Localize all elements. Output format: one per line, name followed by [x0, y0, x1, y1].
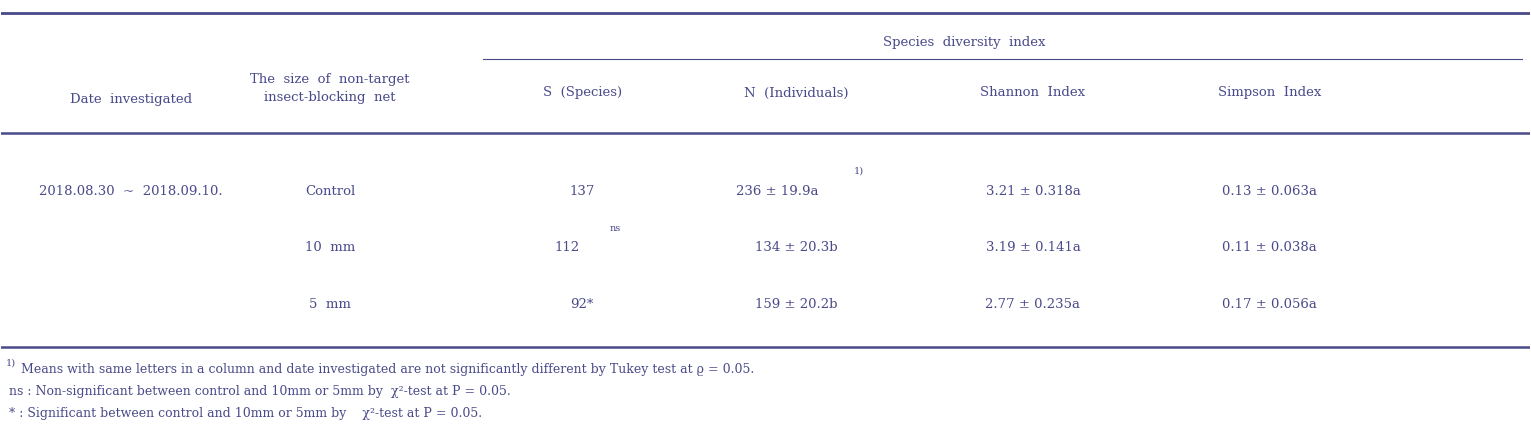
Text: Shannon  Index: Shannon Index	[980, 86, 1085, 99]
Text: 236 ± 19.9a: 236 ± 19.9a	[736, 184, 819, 197]
Text: Means with same letters in a column and date investigated are not significantly : Means with same letters in a column and …	[21, 363, 755, 376]
Text: 112: 112	[554, 241, 579, 254]
Text: 0.11 ± 0.038a: 0.11 ± 0.038a	[1222, 241, 1317, 254]
Text: * : Significant between control and 10mm or 5mm by    χ²-test at Ρ = 0.05.: * : Significant between control and 10mm…	[9, 406, 482, 419]
Text: 2.77 ± 0.235a: 2.77 ± 0.235a	[986, 297, 1081, 311]
Text: Species  diversity  index: Species diversity index	[883, 36, 1046, 49]
Text: 92*: 92*	[571, 297, 594, 311]
Text: N  (Individuals): N (Individuals)	[744, 86, 848, 99]
Text: 137: 137	[570, 184, 596, 197]
Text: 1): 1)	[854, 166, 865, 176]
Text: 5  mm: 5 mm	[309, 297, 351, 311]
Text: Control: Control	[305, 184, 355, 197]
Text: 1): 1)	[6, 358, 17, 367]
Text: Simpson  Index: Simpson Index	[1219, 86, 1321, 99]
Text: 10  mm: 10 mm	[305, 241, 355, 254]
Text: 0.17 ± 0.056a: 0.17 ± 0.056a	[1222, 297, 1317, 311]
Text: The  size  of  non-target
insect-blocking  net: The size of non-target insect-blocking n…	[250, 73, 410, 104]
Text: 0.13 ± 0.063a: 0.13 ± 0.063a	[1222, 184, 1317, 197]
Text: 3.21 ± 0.318a: 3.21 ± 0.318a	[986, 184, 1081, 197]
Text: ns: ns	[609, 223, 622, 232]
Text: 159 ± 20.2b: 159 ± 20.2b	[755, 297, 837, 311]
Text: 3.19 ± 0.141a: 3.19 ± 0.141a	[986, 241, 1081, 254]
Text: 134 ± 20.3b: 134 ± 20.3b	[755, 241, 837, 254]
Text: Date  investigated: Date investigated	[70, 93, 193, 106]
Text: ns : Non-significant between control and 10mm or 5mm by  χ²-test at Ρ = 0.05.: ns : Non-significant between control and…	[9, 385, 511, 397]
Text: S  (Species): S (Species)	[542, 86, 622, 99]
Text: 2018.08.30  ~  2018.09.10.: 2018.08.30 ~ 2018.09.10.	[40, 184, 224, 197]
